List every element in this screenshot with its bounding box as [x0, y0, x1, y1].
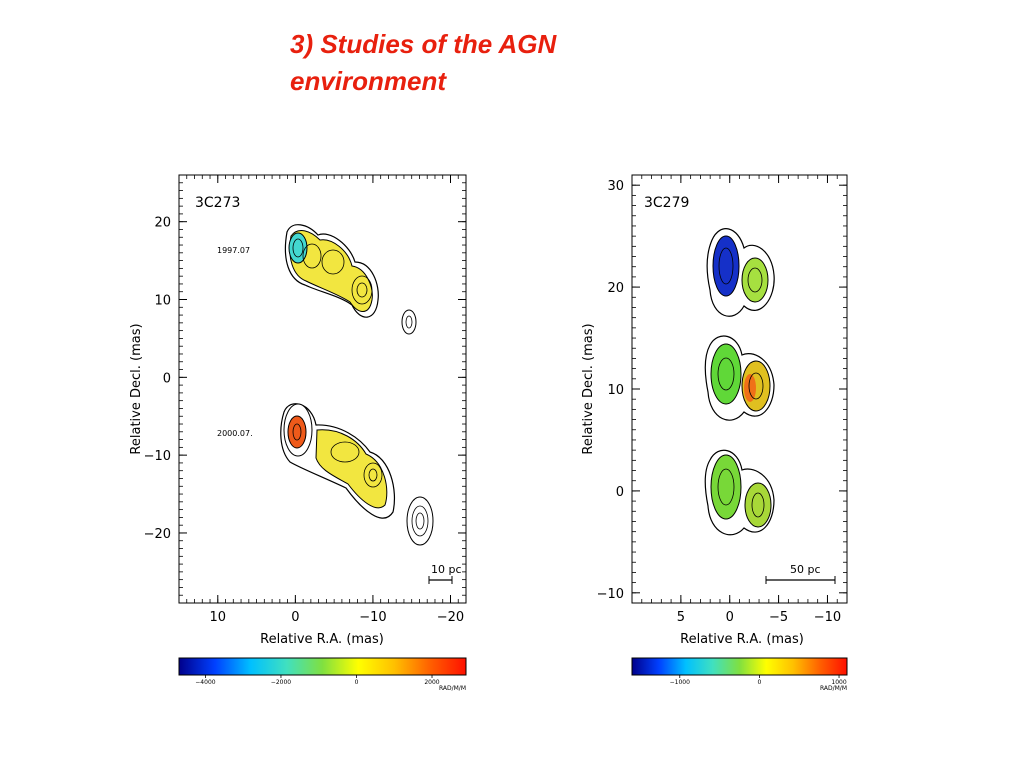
outer-knot-contour-inner: [415, 512, 425, 530]
component-contour: [302, 243, 322, 269]
colorbar-tick-label: 1000: [831, 679, 846, 686]
y-tick-labels: 30 20 10 0 −10: [597, 179, 624, 602]
x-tick-label: −10: [359, 610, 386, 625]
component-contour-inner: [747, 267, 763, 293]
panel-3c279: 5 0 −5 −10 30 20 10 0 −10 Relative R.A. (mas) R…: [581, 174, 848, 692]
jet-map-epoch-1: [706, 228, 775, 317]
core-contour-inner: [292, 238, 304, 258]
y-tick-label: −20: [144, 527, 171, 542]
core-component: [288, 232, 308, 264]
x-tick-label: 10: [210, 610, 227, 625]
component-contour-inner: [751, 492, 765, 518]
colorbar-unit: RAD/M/M: [439, 685, 466, 692]
plot-frame: [178, 174, 467, 604]
y-tick-label: −10: [597, 587, 624, 602]
y-tick-label: 20: [154, 216, 171, 231]
core-contour-inner: [718, 247, 734, 285]
y-tick-label: 10: [154, 294, 171, 309]
x-tick-label: −5: [769, 610, 788, 625]
core-component: [710, 454, 742, 520]
jet-map-2000: [280, 403, 434, 546]
x-axis-label: Relative R.A. (mas): [680, 632, 804, 647]
colorbar-tick-label: −2000: [271, 679, 291, 686]
y-axis-label: Relative Decl. (mas): [581, 323, 596, 454]
colorbar-ticks: −4000 −2000 0 2000: [195, 675, 440, 686]
jet-map-epoch-3: [704, 449, 775, 536]
x-tick-label: 0: [291, 610, 299, 625]
y-axis-label: Relative Decl. (mas): [129, 323, 144, 454]
slide-title: 3) Studies of the AGN environment: [290, 26, 710, 100]
y-tick-label: −10: [144, 449, 171, 464]
x-tick-labels: 5 0 −5 −10: [677, 610, 841, 625]
core-component: [712, 235, 740, 297]
epoch-label-2000: 2000.07.: [217, 429, 253, 438]
colorbar: −1000 0 1000 RAD/M/M: [631, 657, 848, 692]
scale-bar-label: 10 pc: [431, 563, 462, 576]
scale-bar: 10 pc: [428, 563, 462, 584]
y-tick-label: 30: [607, 179, 624, 194]
core-component: [287, 415, 307, 449]
jet-rm-fill: [315, 429, 388, 509]
component-fill: [744, 482, 772, 528]
component-contour: [363, 462, 383, 488]
slide-title-line-2: environment: [290, 66, 447, 96]
scale-bar: 50 pc: [765, 563, 836, 584]
outer-knot-contour-inner: [411, 505, 429, 537]
slide-title-line-1: 3) Studies of the AGN: [290, 29, 557, 59]
x-tick-label: −10: [814, 610, 841, 625]
component-contour-inner: [748, 372, 764, 400]
panel-label: 3C279: [644, 195, 689, 211]
component-fill: [741, 257, 769, 303]
outer-knot-contour-inner: [405, 315, 413, 329]
y-tick-label: 10: [607, 383, 624, 398]
colorbar-unit: RAD/M/M: [820, 685, 847, 692]
component-contour: [351, 275, 373, 305]
axis-ticks: [178, 174, 467, 604]
colorbar-bar: [178, 657, 467, 676]
component-high-rm: [744, 374, 756, 402]
x-tick-label: −20: [437, 610, 464, 625]
x-tick-label: 5: [677, 610, 685, 625]
colorbar-tick-label: −1000: [670, 679, 690, 686]
component-contour-inner: [368, 468, 378, 482]
colorbar-ticks: −1000 0 1000: [670, 675, 847, 686]
core-contour-inner: [717, 468, 735, 506]
x-tick-label: 0: [726, 610, 734, 625]
colorbar-tick-label: 0: [355, 679, 359, 686]
colorbar-bar: [631, 657, 848, 676]
component-contour: [330, 441, 360, 463]
component-contour: [321, 249, 345, 275]
colorbar-tick-label: 0: [757, 679, 761, 686]
component-contour-inner: [356, 282, 368, 298]
panel-3c273: 10 0 −10 −20 20 10 0 −10 −20 Relative R.A. (mas…: [129, 174, 467, 692]
outer-knot-contour: [406, 496, 434, 546]
y-tick-labels: 20 10 0 −10 −20: [144, 216, 171, 542]
jet-map-epoch-2: [704, 335, 775, 421]
outer-knot-contour: [401, 309, 417, 335]
core-contour-inner: [717, 357, 735, 391]
y-tick-label: 0: [616, 485, 624, 500]
panel-label: 3C273: [195, 195, 240, 211]
colorbar-tick-label: −4000: [195, 679, 215, 686]
colorbar-tick-label: 2000: [424, 679, 439, 686]
jet-map-1997: [284, 224, 417, 335]
core-component: [710, 343, 742, 405]
x-tick-labels: 10 0 −10 −20: [210, 610, 465, 625]
axis-ticks: [631, 174, 848, 604]
x-axis-label: Relative R.A. (mas): [260, 632, 384, 647]
y-tick-label: 0: [163, 371, 171, 386]
core-contour-inner: [292, 423, 302, 441]
y-tick-label: 20: [607, 281, 624, 296]
epoch-label-1997: 1997.07: [217, 246, 250, 255]
scale-bar-label: 50 pc: [790, 563, 821, 576]
colorbar: −4000 −2000 0 2000 RAD/M/M: [178, 657, 467, 692]
